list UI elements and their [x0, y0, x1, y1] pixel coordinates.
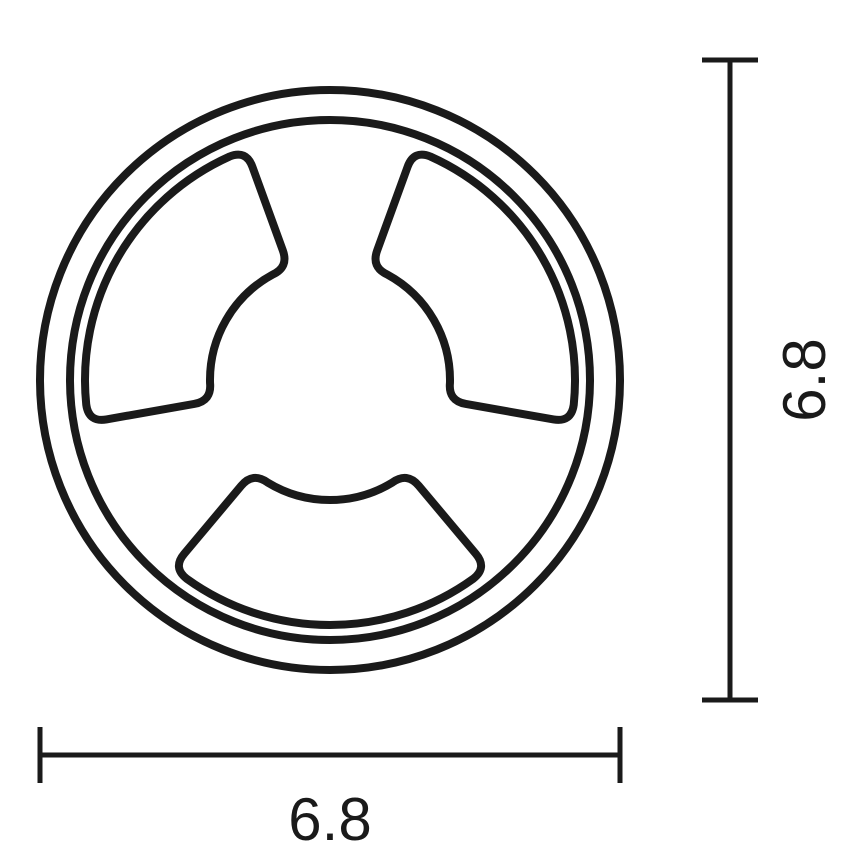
part-drawing [40, 90, 620, 670]
spoke-window-0 [179, 478, 481, 625]
outer-circle [40, 90, 620, 670]
width-dimension-label: 6.8 [288, 786, 371, 853]
ring-circle [70, 120, 590, 640]
spoke-window-2 [376, 155, 575, 420]
spoke-window-1 [85, 155, 284, 420]
height-dimension-label: 6.8 [771, 338, 838, 421]
